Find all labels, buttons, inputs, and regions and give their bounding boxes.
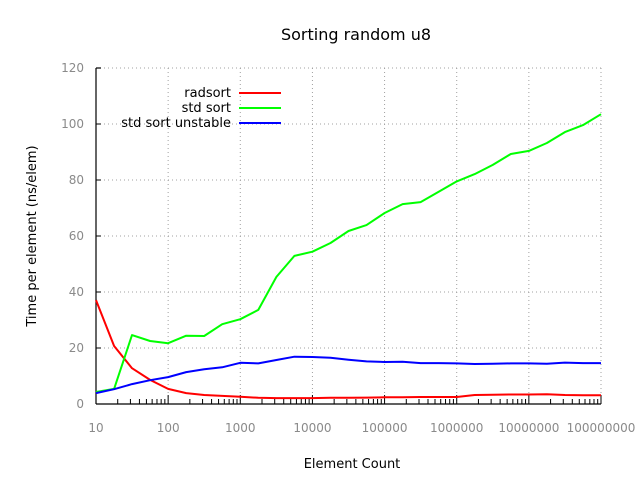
series-line-radsort	[95, 299, 601, 400]
chart-title: Sorting random u8	[281, 25, 431, 44]
legend-label: std sort	[182, 101, 231, 116]
y-tick-label: 40	[69, 285, 84, 299]
y-axis-ticks: 0 20 40 60 80 100 120	[61, 61, 84, 411]
y-axis-label: Time per element (ns/elem)	[25, 145, 40, 327]
x-tick-label: 100000000	[567, 421, 636, 435]
x-tick-label: 100000	[362, 421, 408, 435]
x-tick-label: 10	[88, 421, 103, 435]
x-tick-label: 100	[157, 421, 180, 435]
y-tick-label: 20	[69, 341, 84, 355]
grid	[96, 67, 602, 404]
y-tick-label: 60	[69, 229, 84, 243]
y-tick-label: 0	[76, 397, 84, 411]
y-tick-label: 100	[61, 117, 84, 131]
legend-label: std sort unstable	[121, 116, 231, 131]
plot-lines	[95, 113, 602, 400]
legend-label: radsort	[184, 86, 231, 101]
x-axis-label: Element Count	[304, 457, 401, 472]
x-tick-label: 10000	[293, 421, 331, 435]
series-line-std-sort	[95, 113, 602, 393]
series-line-std-sort-unstable	[95, 355, 601, 395]
y-tick-label: 80	[69, 173, 84, 187]
x-axis-ticks: 10 100 1000 10000 100000 1000000 10000000 10000…	[88, 421, 635, 435]
x-tick-label: 10000000	[498, 421, 559, 435]
x-tick-label: 1000000	[430, 421, 483, 435]
x-tick-label: 1000	[225, 421, 256, 435]
y-tick-label: 120	[61, 61, 84, 75]
